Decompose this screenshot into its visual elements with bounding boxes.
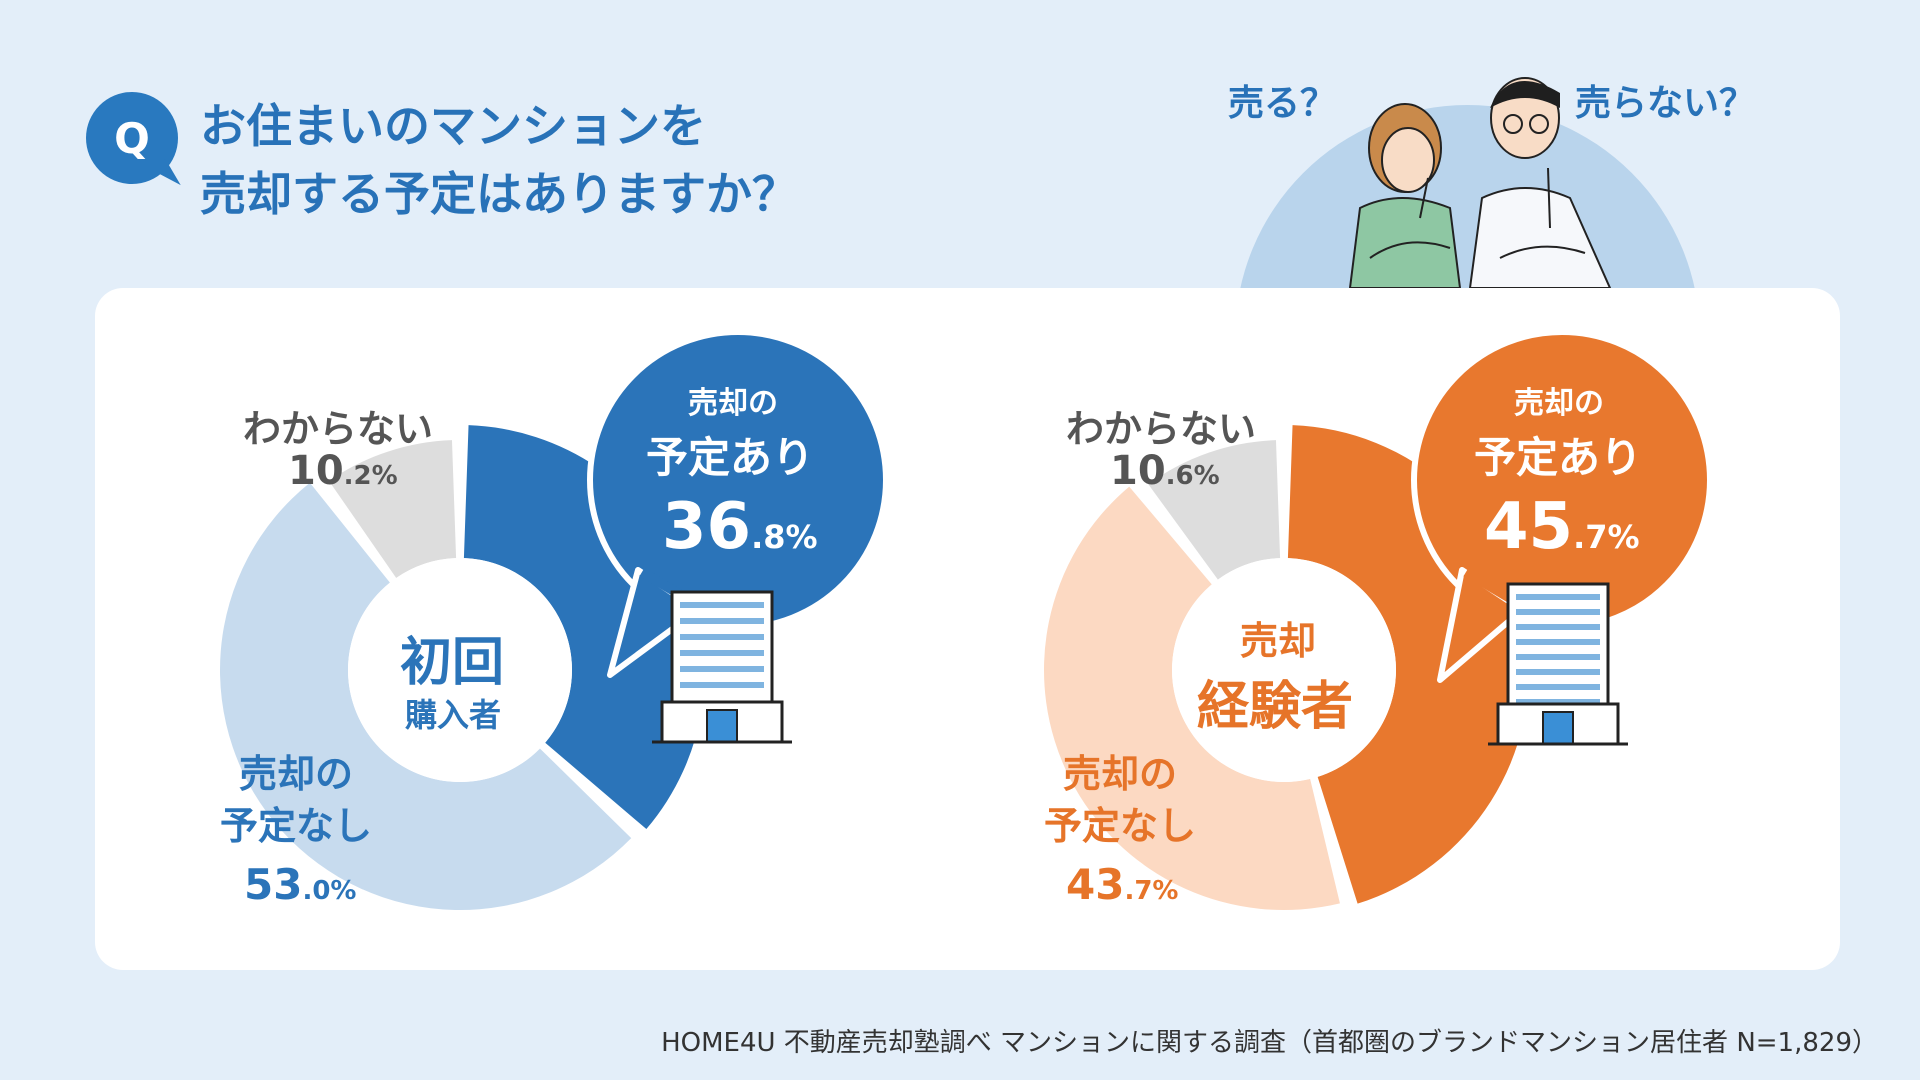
- chart2-unknown-value: 10.6%: [1110, 448, 1220, 494]
- chart1-plan-label-1: 売却の: [688, 386, 778, 421]
- chart1-no-plan-value: 53.0%: [244, 860, 357, 909]
- chart1-center-line2: 購入者: [405, 696, 502, 734]
- chart2-slice-2: [1148, 440, 1281, 580]
- source-note: HOME4U 不動産売却塾調べ マンションに関する調査（首都圏のブランドマンショ…: [661, 1028, 1878, 1058]
- chart1-plan-value: 36.8%: [662, 490, 818, 564]
- chart2-slice-1: [1043, 486, 1340, 910]
- question-line-2: 売却する予定はありますか？: [200, 167, 798, 221]
- chart1-slice-2: [328, 440, 457, 578]
- chart1-no-plan-label: 売却の 予定なし: [220, 752, 373, 848]
- chart2-plan-label-2: 予定あり: [1474, 433, 1643, 482]
- chart2-plan-label-1: 売却の: [1514, 386, 1604, 421]
- question-line-1: お住まいのマンションを: [200, 99, 706, 153]
- man-figure: [1468, 77, 1612, 288]
- chart1-center-line1: 初回: [400, 633, 505, 693]
- q-badge: Q: [86, 92, 178, 184]
- thinking-people-illustration: [1348, 77, 1612, 288]
- woman-figure: [1348, 103, 1462, 288]
- chart2-center-hole: [1172, 558, 1396, 782]
- question-title: お住まいのマンションを 売却する予定はありますか？: [200, 92, 798, 228]
- chart2-plan-value: 45.7%: [1484, 490, 1640, 564]
- chart2-unknown-label: わからない: [1066, 407, 1257, 451]
- building-icon: [652, 590, 792, 744]
- chart1-unknown-label: わからない: [243, 407, 434, 451]
- sell-question-label: 売る？: [1228, 83, 1337, 124]
- chart2-no-plan-label: 売却の 予定なし: [1044, 752, 1197, 848]
- tower-building-icon: [1488, 582, 1628, 746]
- not-sell-question-label: 売らない？: [1575, 83, 1756, 124]
- chart1-center-hole: [348, 558, 572, 782]
- chart1-unknown-value: 10.2%: [288, 448, 398, 494]
- chart1-plan-label-2: 予定あり: [646, 433, 815, 482]
- chart2-center-line2: 経験者: [1197, 677, 1354, 737]
- chart1-slice-1: [220, 482, 632, 910]
- chart2-no-plan-value: 43.7%: [1066, 860, 1179, 909]
- chart2-center-line1: 売却: [1240, 619, 1317, 663]
